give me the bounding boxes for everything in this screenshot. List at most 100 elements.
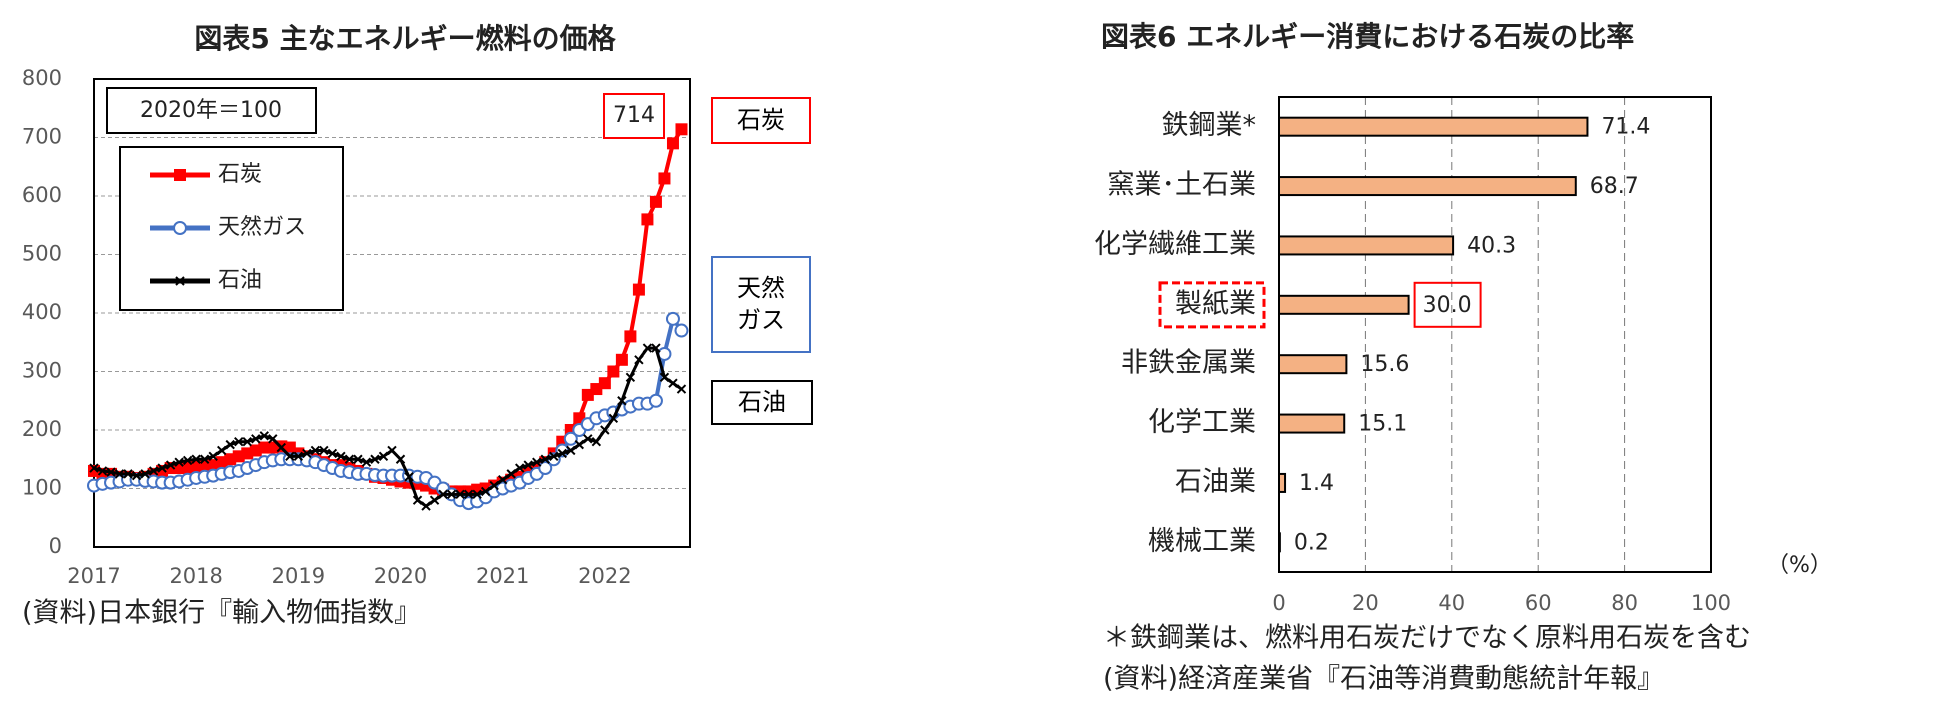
data-point — [378, 451, 389, 462]
data-point — [89, 463, 99, 473]
footnote: (資料)経済産業省『石油等消費動態統計年報』 — [1103, 664, 1664, 695]
y-tick-label: 機械工業 — [1148, 526, 1256, 557]
y-tick-label: 製紙業 — [1175, 288, 1256, 319]
y-tick-label: 700 — [22, 125, 62, 149]
data-point — [676, 384, 687, 394]
data-point — [140, 469, 150, 479]
bar — [1278, 472, 1287, 493]
x-tick-label: 60 — [1525, 591, 1552, 615]
note: 2020年＝100 — [140, 98, 282, 123]
side-label-text: 石炭 — [737, 105, 785, 134]
data-point — [174, 457, 184, 467]
data-point — [624, 330, 637, 343]
data-point — [538, 461, 553, 476]
side-label: 天然ガス — [737, 274, 785, 333]
y-tick-label: 0 — [49, 534, 62, 558]
data-point — [446, 489, 457, 500]
x-tick-label: 0 — [1272, 591, 1285, 615]
data-point — [600, 425, 610, 435]
data-point — [327, 448, 338, 459]
data-point — [370, 454, 380, 464]
chart-title: 図表5 主なエネルギー燃料の価格 — [194, 22, 616, 55]
value-label: 15.1 — [1358, 412, 1407, 437]
data-point — [208, 451, 218, 462]
data-point — [412, 495, 423, 505]
data-point — [174, 169, 186, 181]
y-tick-label: 400 — [22, 300, 62, 324]
value-label: 1.4 — [1299, 471, 1334, 496]
data-point — [259, 431, 269, 441]
data-point — [310, 445, 321, 456]
data-point — [157, 463, 167, 473]
y-tick-label: 200 — [22, 417, 62, 441]
data-point — [566, 445, 576, 456]
y-tick-label: 300 — [22, 359, 62, 383]
data-point — [591, 436, 602, 447]
y-tick-label: 鉄鋼業* — [1162, 110, 1257, 141]
data-point — [634, 355, 644, 365]
data-point — [649, 195, 662, 208]
bar — [1278, 413, 1346, 434]
y-tick-label: 石油業 — [1175, 466, 1256, 497]
data-point — [438, 489, 448, 500]
highlight-box — [1158, 281, 1266, 329]
bar — [1278, 235, 1455, 256]
source-note: (資料)日本銀行『輸入物価指数』 — [22, 598, 421, 629]
data-point — [583, 434, 593, 444]
data-point — [268, 434, 278, 444]
bar — [1278, 116, 1589, 137]
data-point — [632, 283, 645, 296]
y-tick-label: 100 — [22, 476, 62, 500]
side-label: 石炭 — [737, 105, 785, 134]
x-tick-label: 2021 — [476, 564, 529, 588]
x-tick-label: 80 — [1611, 591, 1638, 615]
unit-label: （%） — [1767, 553, 1832, 578]
data-point — [404, 472, 414, 482]
y-tick-label: 600 — [22, 183, 62, 207]
plot-frame — [1278, 96, 1712, 573]
data-point — [276, 442, 287, 453]
bar — [1278, 532, 1281, 553]
value-label: 71.4 — [1601, 115, 1650, 140]
y-tick-label: 化学繊維工業 — [1094, 229, 1256, 260]
data-point — [199, 454, 210, 464]
data-point — [123, 469, 133, 479]
data-point — [659, 372, 670, 383]
bar — [1278, 354, 1348, 375]
y-tick-label: 500 — [22, 242, 62, 266]
data-point — [642, 343, 653, 353]
data-point — [563, 431, 578, 446]
data-point — [353, 454, 363, 464]
data-point — [607, 365, 620, 378]
data-point — [574, 439, 585, 450]
data-point — [675, 123, 688, 136]
data-point — [191, 454, 201, 464]
data-point — [234, 436, 244, 447]
legend-label: 天然ガス — [218, 215, 306, 240]
x-tick-label: 40 — [1438, 591, 1465, 615]
data-point — [395, 454, 406, 464]
data-point — [608, 413, 619, 424]
data-point — [165, 460, 176, 470]
x-tick-label: 2020 — [374, 564, 427, 588]
data-point — [523, 460, 533, 470]
data-point — [97, 466, 108, 476]
data-point — [319, 445, 329, 456]
data-point — [532, 457, 542, 467]
y-tick-label: 化学工業 — [1148, 407, 1256, 438]
data-point — [615, 353, 628, 366]
value-label: 15.6 — [1360, 352, 1409, 377]
data-point — [131, 470, 142, 481]
data-point — [421, 501, 431, 511]
chart-title: 図表6 エネルギー消費における石炭の比率 — [1101, 20, 1634, 53]
legend-label: 石油 — [218, 268, 262, 293]
data-point — [285, 451, 295, 462]
data-point — [302, 448, 312, 459]
data-point — [666, 137, 679, 150]
y-tick-label: 800 — [22, 66, 62, 90]
side-label-text: 石油 — [738, 387, 786, 416]
note-box — [106, 87, 317, 134]
data-point — [515, 463, 525, 473]
